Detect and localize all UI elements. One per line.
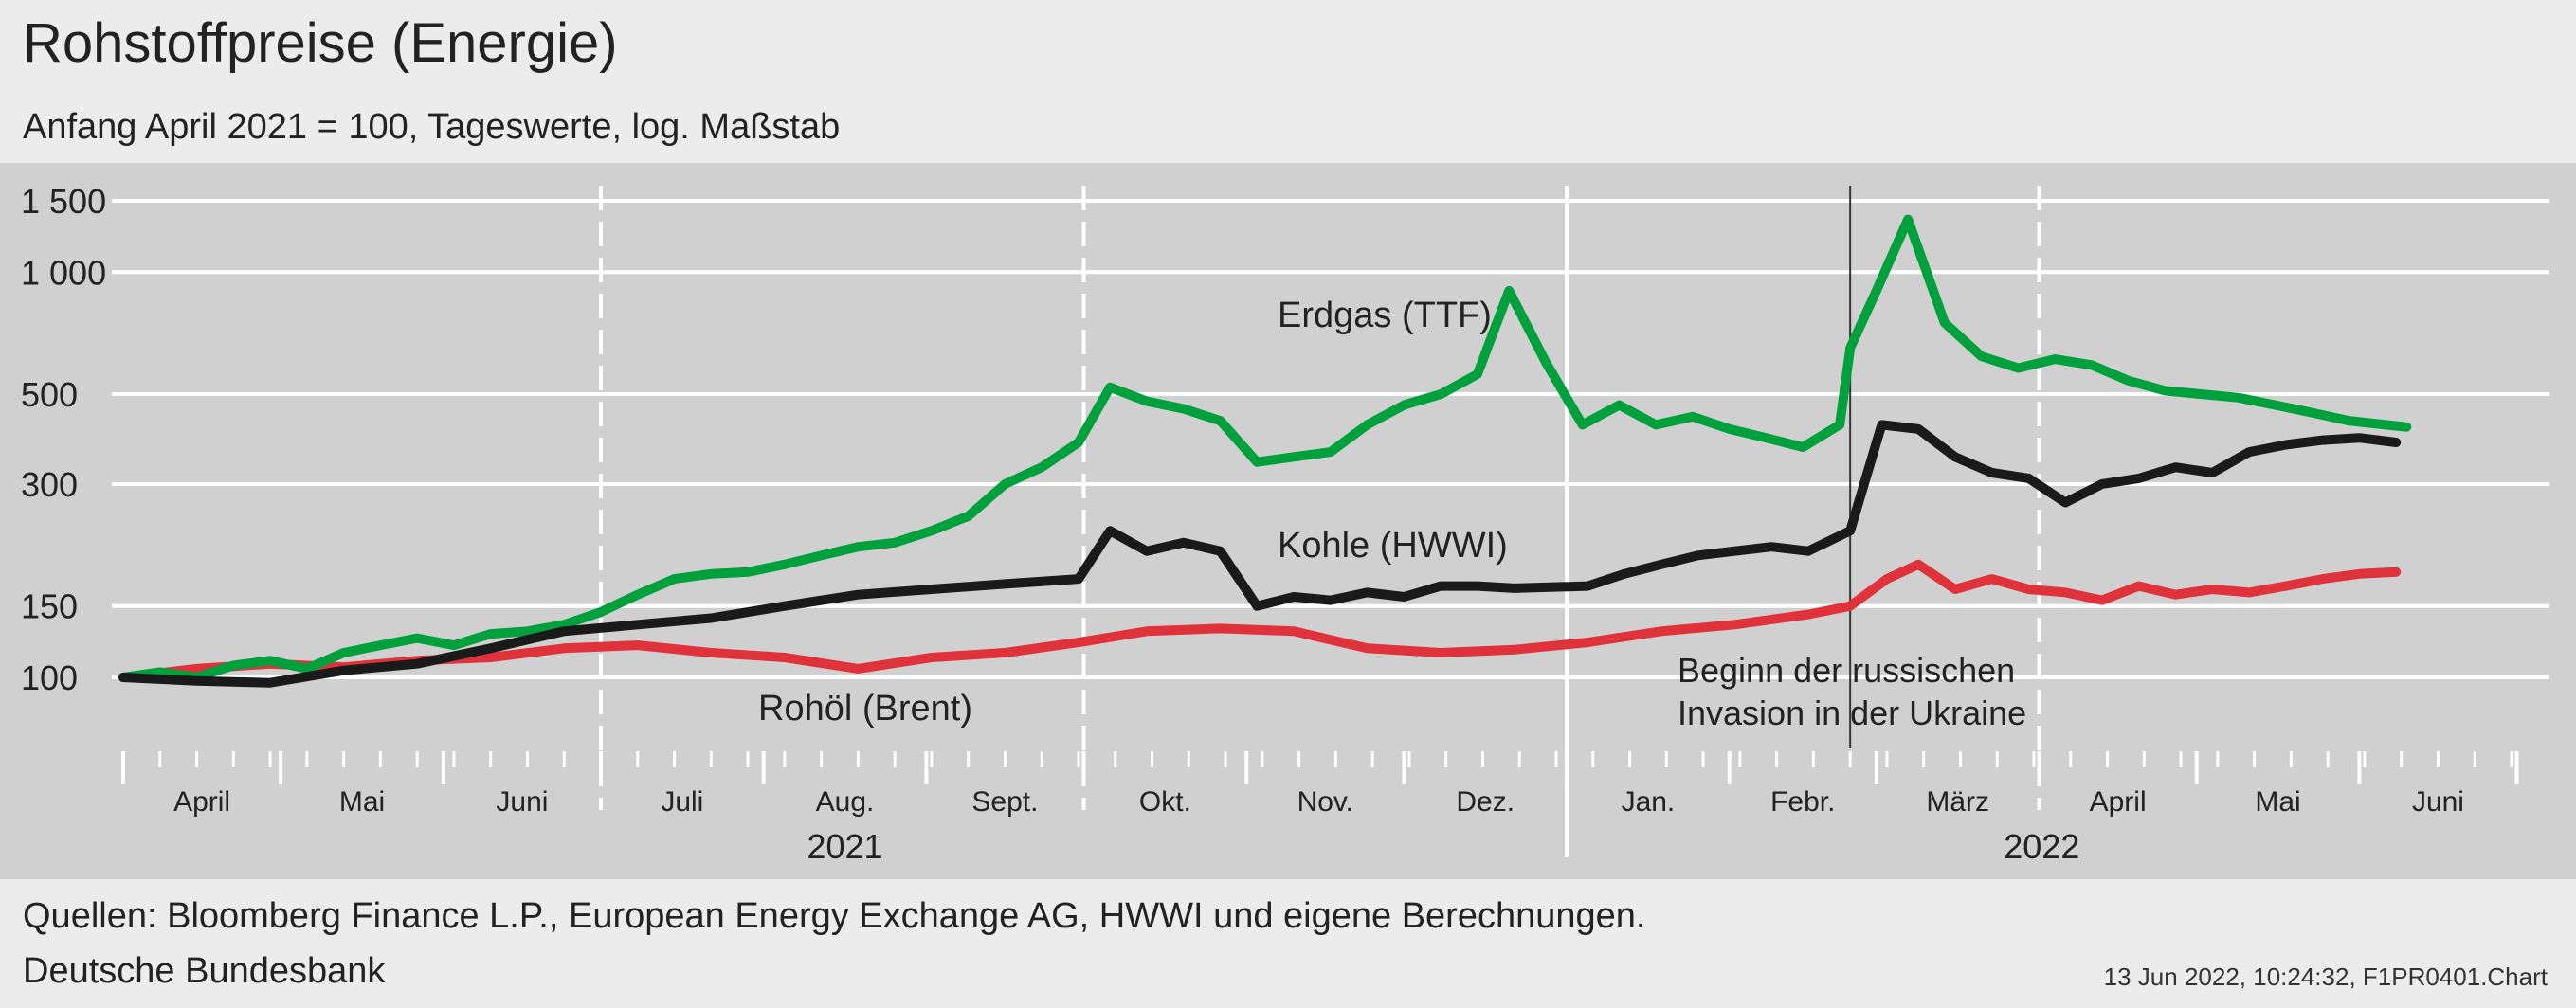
- series-line-erdgas-ttf: [118, 214, 2412, 682]
- month-label: Juni: [496, 786, 548, 818]
- series-lines: [118, 214, 2412, 688]
- series-line-kohle-hwwi: [118, 420, 2402, 688]
- y-tick-label: 500: [21, 375, 78, 414]
- month-label: Mai: [2255, 786, 2300, 818]
- series-line-roh-l-brent: [118, 559, 2402, 682]
- chart-title: Rohstoffpreise (Energie): [23, 12, 618, 74]
- series-label: Kohle (HWWI): [1278, 526, 1508, 566]
- y-tick-label: 100: [21, 658, 78, 697]
- y-tick-label: 150: [21, 587, 78, 626]
- chart-subtitle: Anfang April 2021 = 100, Tageswerte, log…: [23, 107, 841, 147]
- plot-area: [0, 163, 2576, 879]
- annotation-text: Beginn der russischen: [1678, 651, 2015, 690]
- month-label: Okt.: [1139, 786, 1191, 818]
- gridlines: [112, 199, 2549, 679]
- y-tick-label: 300: [21, 465, 78, 504]
- series-label: Erdgas (TTF): [1278, 296, 1492, 335]
- month-label: April: [2090, 786, 2147, 818]
- series-labels: Erdgas (TTF) Kohle (HWWI) Rohöl (Brent): [758, 296, 1508, 729]
- month-label: April: [173, 786, 230, 818]
- month-label: Sept.: [971, 786, 1038, 818]
- month-label: Aug.: [816, 786, 875, 818]
- month-label: Juni: [2412, 786, 2464, 818]
- y-tick-label: 1 000: [21, 253, 106, 292]
- y-tick-label: 1 500: [21, 182, 106, 221]
- month-label: Nov.: [1297, 786, 1353, 818]
- y-tick-labels: 100 150 300 500 1 000 1 500: [21, 182, 106, 697]
- month-label: Jan.: [1622, 786, 1676, 818]
- year-label: 2022: [2004, 827, 2079, 866]
- month-label: Mai: [339, 786, 385, 818]
- month-label: Dez.: [1456, 786, 1515, 818]
- source-note: Quellen: Bloomberg Finance L.P., Europea…: [23, 896, 1646, 936]
- publisher-name: Deutsche Bundesbank: [23, 951, 386, 991]
- annotation-text: Invasion in der Ukraine: [1678, 693, 2026, 732]
- month-label: Juli: [661, 786, 703, 818]
- month-label: Febr.: [1770, 786, 1835, 818]
- month-label: März: [1926, 786, 1989, 818]
- series-label: Rohöl (Brent): [758, 689, 972, 729]
- year-label: 2021: [807, 827, 882, 866]
- timestamp-stamp: 13 Jun 2022, 10:24:32, F1PR0401.Chart: [2103, 963, 2548, 991]
- x-axis: April Mai Juni Juli Aug. Sept. Okt. Nov. Dez. Jan…: [121, 186, 2519, 866]
